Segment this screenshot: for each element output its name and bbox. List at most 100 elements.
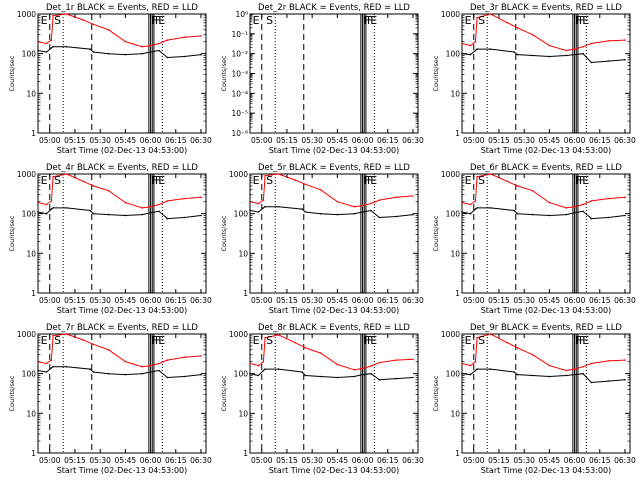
data-point-lld — [395, 196, 398, 198]
x-tick-label: 06:00 — [564, 136, 586, 145]
plot-frame — [37, 13, 207, 134]
data-point-events — [548, 55, 551, 58]
data-point-lld — [200, 35, 202, 37]
data-point-events — [474, 208, 477, 210]
event-marker-label: F — [155, 174, 161, 187]
x-tick-label: 06:15 — [377, 136, 399, 145]
data-point-events — [183, 375, 185, 378]
x-tick-label: 05:30 — [301, 136, 323, 145]
x-tick-label: 05:30 — [89, 296, 111, 305]
data-point-events — [565, 374, 567, 377]
data-point-lld — [506, 180, 509, 183]
data-point-events — [149, 212, 152, 214]
data-point-lld — [183, 356, 185, 359]
x-tick-label: 06:15 — [377, 456, 399, 465]
data-point-events — [489, 48, 492, 50]
event-marker-label: E — [158, 334, 165, 347]
y-tick-label: 1 — [31, 289, 36, 298]
data-point-lld — [336, 363, 339, 366]
x-tick-label: 05:45 — [327, 456, 349, 465]
y-tick-label: 1 — [31, 129, 36, 138]
data-point-events — [565, 213, 567, 216]
data-point-lld — [469, 44, 472, 47]
y-tick-label: 100 — [22, 50, 37, 59]
data-point-events — [319, 375, 322, 378]
data-point-events — [319, 212, 322, 215]
data-point-lld — [582, 203, 584, 206]
event-marker-label: F — [364, 14, 370, 27]
event-marker-label: S — [478, 174, 485, 187]
data-point-lld — [469, 364, 472, 367]
y-axis-label: Counts/sec — [220, 375, 228, 411]
data-point-lld — [149, 44, 152, 47]
x-tick-label: 05:00 — [463, 136, 485, 145]
data-point-events — [107, 52, 110, 55]
data-point-lld — [489, 13, 492, 15]
event-marker-label: F — [579, 14, 585, 27]
y-axis-label: Counts/sec — [432, 375, 440, 411]
data-point-lld — [249, 362, 251, 365]
event-marker-label: S — [54, 334, 61, 347]
data-point-lld — [461, 201, 463, 204]
event-marker-label: E — [370, 334, 377, 347]
plot-frame — [461, 13, 631, 134]
data-point-events — [158, 369, 160, 372]
data-point-lld — [262, 360, 265, 363]
data-point-lld — [474, 360, 477, 363]
y-tick-label: 1 — [243, 289, 248, 298]
data-point-lld — [378, 199, 381, 201]
y-tick-label: 10 — [26, 89, 36, 98]
plot-frame — [461, 173, 631, 294]
x-tick-label: 05:00 — [251, 456, 273, 465]
data-point-events — [183, 216, 185, 219]
x-tick-label: 05:15 — [64, 296, 86, 305]
event-marker-label: F — [152, 334, 158, 347]
data-point-lld — [50, 39, 53, 41]
data-point-lld — [183, 197, 185, 200]
data-point-lld — [476, 337, 478, 339]
event-marker-label: E — [582, 174, 589, 187]
data-point-events — [65, 207, 68, 209]
data-point-lld — [476, 176, 478, 178]
event-marker-label: S — [54, 174, 61, 187]
data-point-events — [50, 47, 53, 49]
y-tick-label: 10 — [238, 409, 248, 418]
panel-title: Det_3r BLACK = Events, RED = LLD — [470, 3, 622, 13]
data-point-lld — [92, 185, 95, 187]
data-point-events — [469, 373, 472, 376]
y-tick-label: 100 — [234, 210, 249, 219]
data-point-lld — [294, 179, 297, 181]
data-point-events — [200, 214, 202, 217]
event-marker-label: E — [41, 14, 48, 27]
x-tick-label: 05:15 — [488, 136, 510, 145]
x-axis-label: Start Time (02-Dec-13 04:53:00) — [269, 146, 400, 155]
data-point-events — [45, 212, 48, 215]
data-point-lld — [141, 45, 143, 48]
data-point-lld — [548, 44, 551, 47]
data-point-lld — [573, 368, 576, 370]
data-point-lld — [107, 29, 110, 31]
y-tick-label: 1 — [31, 449, 36, 458]
data-point-events — [461, 211, 463, 213]
event-marker-label: F — [579, 334, 585, 347]
x-tick-label: 06:30 — [190, 456, 212, 465]
y-tick-label: 10⁻² — [231, 50, 248, 59]
data-point-lld — [461, 362, 463, 365]
y-tick-label: 10⁰ — [235, 10, 248, 19]
event-marker-label: S — [54, 14, 61, 27]
data-point-lld — [412, 195, 414, 197]
data-point-events — [474, 49, 477, 52]
y-tick-label: 10 — [26, 409, 36, 418]
data-point-events — [301, 208, 303, 210]
x-tick-label: 05:30 — [89, 456, 111, 465]
data-point-lld — [476, 17, 478, 19]
y-axis-label: Counts/sec — [432, 215, 440, 251]
data-point-events — [37, 211, 39, 213]
data-point-events — [361, 211, 364, 213]
data-point-lld — [319, 352, 322, 354]
data-point-events — [548, 214, 551, 217]
y-tick-label: 1000 — [441, 10, 460, 19]
data-point-events — [37, 369, 39, 372]
data-point-lld — [565, 49, 567, 52]
